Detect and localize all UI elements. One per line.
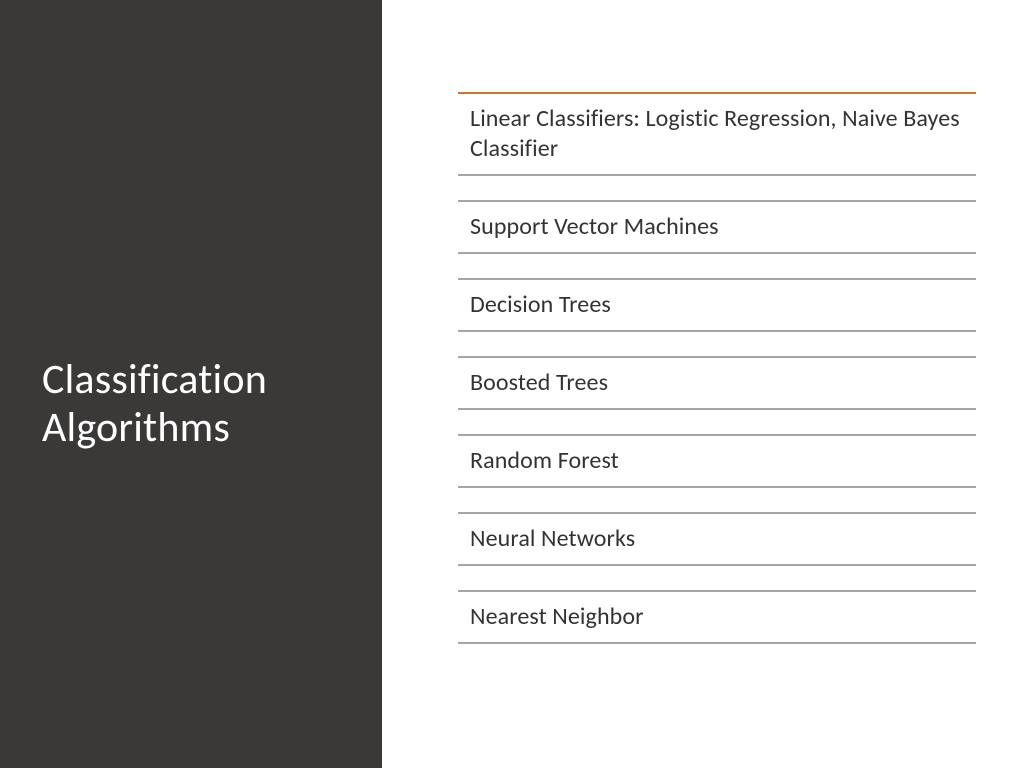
slide-title: Classification Algorithms: [42, 356, 352, 453]
slide-container: Classification Algorithms Linear Classif…: [0, 0, 1024, 768]
list-item: Nearest Neighbor: [458, 590, 976, 644]
list-item: Boosted Trees: [458, 356, 976, 410]
sidebar-gap: [382, 0, 410, 768]
algorithm-list: Linear Classifiers: Logistic Regression,…: [458, 92, 976, 668]
list-item: Linear Classifiers: Logistic Regression,…: [458, 92, 976, 176]
list-item: Decision Trees: [458, 278, 976, 332]
list-item: Neural Networks: [458, 512, 976, 566]
sidebar-panel: Classification Algorithms: [0, 0, 382, 768]
content-panel: Linear Classifiers: Logistic Regression,…: [410, 0, 1024, 768]
list-item: Random Forest: [458, 434, 976, 488]
list-item: Support Vector Machines: [458, 200, 976, 254]
